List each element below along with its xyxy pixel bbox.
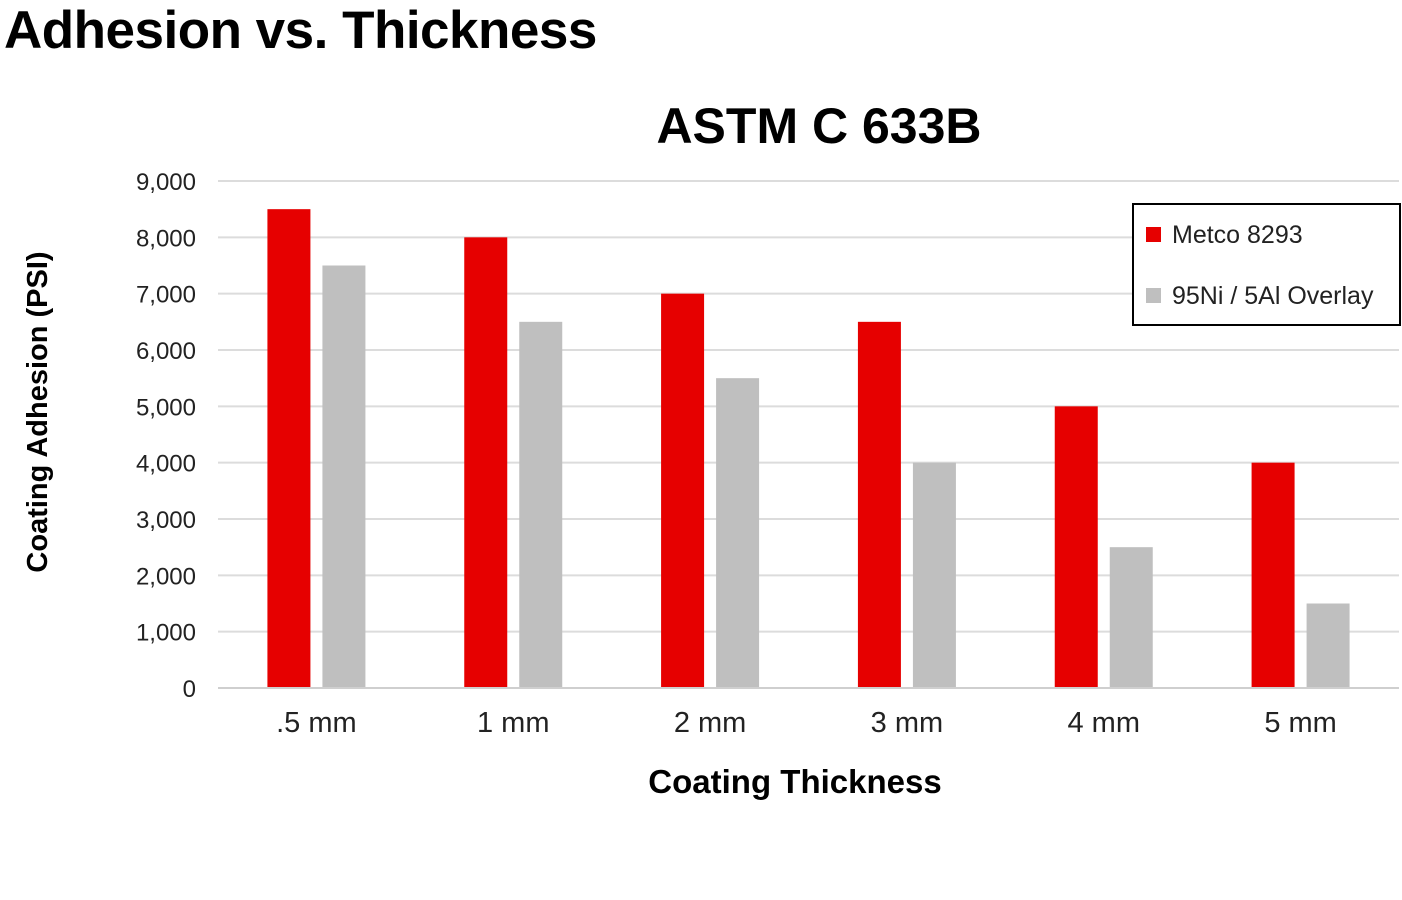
bar-series2 bbox=[912, 462, 956, 688]
bar-series2 bbox=[519, 321, 563, 688]
bar-series2 bbox=[1109, 547, 1153, 688]
y-tick-label: 7,000 bbox=[136, 282, 196, 309]
y-tick-label: 6,000 bbox=[136, 338, 196, 365]
page-title: Adhesion vs. Thickness bbox=[4, 1, 597, 60]
legend-swatch bbox=[1146, 227, 1161, 242]
legend-box bbox=[1132, 203, 1401, 326]
legend-label: Metco 8293 bbox=[1172, 221, 1303, 249]
x-tick-label: 1 mm bbox=[477, 707, 550, 739]
bar-series1 bbox=[267, 209, 311, 688]
y-tick-label: 2,000 bbox=[136, 563, 196, 590]
bar-series1 bbox=[1054, 406, 1098, 688]
y-tick-label: 3,000 bbox=[136, 507, 196, 534]
y-tick-label: 0 bbox=[183, 676, 196, 703]
bar-series1 bbox=[661, 293, 705, 688]
x-tick-label: 3 mm bbox=[871, 707, 944, 739]
y-axis-ticks: 0 1,000 2,000 3,000 4,000 5,000 6,000 7,000 8,00… bbox=[136, 169, 196, 703]
y-tick-label: 1,000 bbox=[136, 620, 196, 647]
bar-series2 bbox=[1306, 603, 1350, 688]
bar-series1 bbox=[857, 321, 901, 688]
x-tick-label: 5 mm bbox=[1264, 707, 1337, 739]
bar-series2 bbox=[716, 378, 760, 688]
bar-series2 bbox=[322, 265, 366, 688]
bars bbox=[267, 209, 1350, 689]
y-tick-label: 9,000 bbox=[136, 169, 196, 196]
y-tick-label: 8,000 bbox=[136, 225, 196, 252]
legend: Metco 8293 95Ni / 5Al Overlay bbox=[1132, 203, 1401, 326]
x-tick-label: 4 mm bbox=[1068, 707, 1141, 739]
bar-series1 bbox=[464, 237, 508, 689]
y-axis-title: Coating Adhesion (PSI) bbox=[22, 251, 54, 572]
x-axis-categories: .5 mm 1 mm 2 mm 3 mm 4 mm 5 mm bbox=[276, 707, 1337, 739]
x-tick-label: .5 mm bbox=[276, 707, 357, 739]
x-tick-label: 2 mm bbox=[674, 707, 747, 739]
y-tick-label: 5,000 bbox=[136, 394, 196, 421]
x-axis-title: Coating Thickness bbox=[648, 763, 941, 800]
bar-series1 bbox=[1251, 462, 1295, 688]
legend-swatch bbox=[1146, 288, 1161, 303]
legend-label: 95Ni / 5Al Overlay bbox=[1172, 282, 1374, 310]
y-tick-label: 4,000 bbox=[136, 451, 196, 478]
chart-title: ASTM C 633B bbox=[656, 98, 981, 154]
